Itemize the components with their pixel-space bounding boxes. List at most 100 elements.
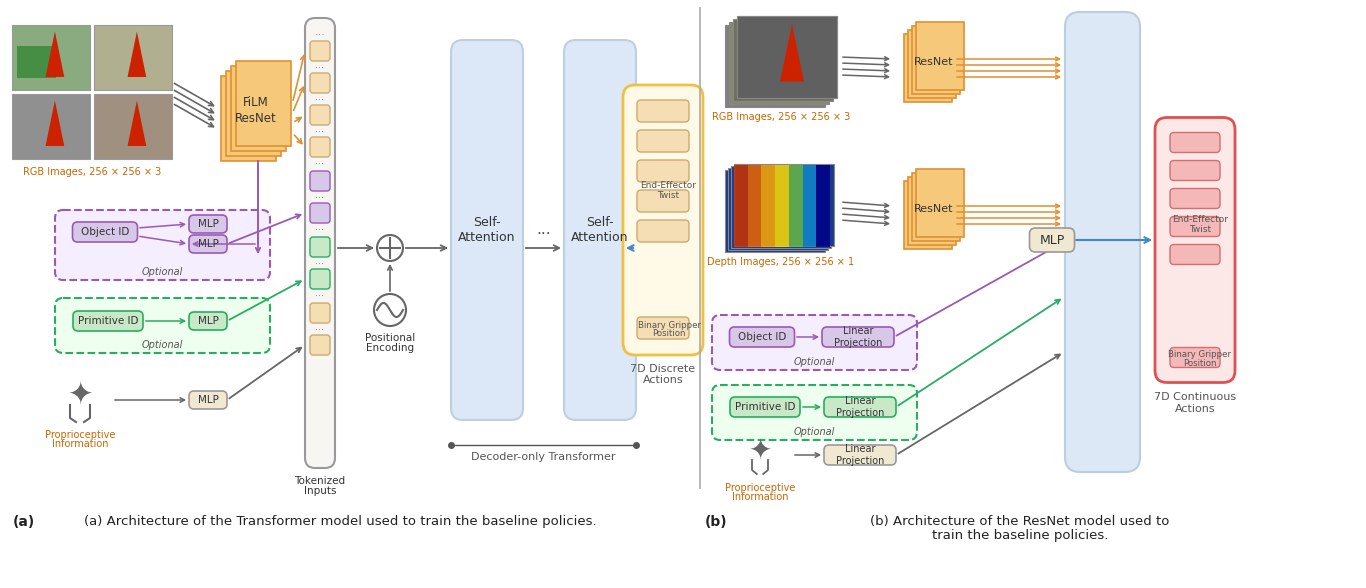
Text: Primitive ID: Primitive ID xyxy=(735,402,795,412)
Text: ...: ... xyxy=(316,124,325,134)
FancyBboxPatch shape xyxy=(637,160,688,182)
FancyBboxPatch shape xyxy=(712,315,917,370)
FancyBboxPatch shape xyxy=(917,22,964,90)
FancyBboxPatch shape xyxy=(1156,118,1235,383)
FancyBboxPatch shape xyxy=(738,16,837,98)
Text: ...: ... xyxy=(316,156,325,166)
Text: Depth Images, 256 × 256 × 1: Depth Images, 256 × 256 × 1 xyxy=(708,257,855,267)
Text: ResNet: ResNet xyxy=(914,204,953,214)
FancyBboxPatch shape xyxy=(94,25,172,90)
FancyBboxPatch shape xyxy=(225,71,280,155)
FancyBboxPatch shape xyxy=(1030,228,1075,252)
FancyBboxPatch shape xyxy=(310,335,331,355)
Text: (b): (b) xyxy=(705,515,728,529)
Text: ✦: ✦ xyxy=(749,436,772,464)
FancyBboxPatch shape xyxy=(822,327,893,347)
Text: Position: Position xyxy=(652,329,686,339)
Polygon shape xyxy=(127,32,146,77)
FancyBboxPatch shape xyxy=(824,397,896,417)
Polygon shape xyxy=(45,101,64,146)
Text: Linear
Projection: Linear Projection xyxy=(836,444,884,466)
FancyBboxPatch shape xyxy=(1171,245,1220,265)
FancyBboxPatch shape xyxy=(824,445,896,465)
FancyBboxPatch shape xyxy=(637,130,688,152)
FancyBboxPatch shape xyxy=(310,137,331,157)
FancyBboxPatch shape xyxy=(189,215,227,233)
Text: ...: ... xyxy=(316,190,325,200)
Text: RGB Images, 256 × 256 × 3: RGB Images, 256 × 256 × 3 xyxy=(23,167,161,177)
Text: Optional: Optional xyxy=(794,427,835,437)
Text: Binary Gripper: Binary Gripper xyxy=(1168,350,1232,359)
FancyBboxPatch shape xyxy=(305,18,335,468)
Text: Position: Position xyxy=(1183,359,1217,368)
Text: Information: Information xyxy=(52,439,108,449)
FancyBboxPatch shape xyxy=(189,235,227,253)
FancyBboxPatch shape xyxy=(310,203,331,223)
FancyBboxPatch shape xyxy=(904,181,952,249)
FancyBboxPatch shape xyxy=(55,210,270,280)
Polygon shape xyxy=(45,32,64,77)
Text: Optional: Optional xyxy=(142,267,183,277)
Text: ResNet: ResNet xyxy=(914,57,953,67)
FancyBboxPatch shape xyxy=(1171,161,1220,181)
FancyBboxPatch shape xyxy=(908,30,956,98)
FancyBboxPatch shape xyxy=(734,19,833,101)
FancyBboxPatch shape xyxy=(803,165,817,247)
Text: Proprioceptive: Proprioceptive xyxy=(725,483,795,493)
Text: Inputs: Inputs xyxy=(303,486,336,496)
FancyBboxPatch shape xyxy=(451,40,523,420)
Text: Tokenized: Tokenized xyxy=(295,476,346,486)
Text: ...: ... xyxy=(316,288,325,298)
FancyBboxPatch shape xyxy=(72,222,138,242)
FancyBboxPatch shape xyxy=(728,168,828,250)
Text: Self-
Attention: Self- Attention xyxy=(571,216,628,244)
FancyBboxPatch shape xyxy=(904,34,952,102)
Text: Twist: Twist xyxy=(1188,226,1212,235)
FancyBboxPatch shape xyxy=(917,169,964,237)
Text: ...: ... xyxy=(537,222,550,238)
Text: Positional: Positional xyxy=(365,333,415,343)
FancyBboxPatch shape xyxy=(310,171,331,191)
FancyBboxPatch shape xyxy=(1171,132,1220,152)
FancyBboxPatch shape xyxy=(1171,189,1220,209)
Text: MLP: MLP xyxy=(1040,233,1064,246)
FancyBboxPatch shape xyxy=(775,165,788,247)
Text: End-Effector: End-Effector xyxy=(1172,215,1228,225)
Text: End-Effector: End-Effector xyxy=(641,181,697,189)
FancyBboxPatch shape xyxy=(729,22,829,104)
Text: (a): (a) xyxy=(14,515,36,529)
FancyBboxPatch shape xyxy=(16,46,56,78)
FancyBboxPatch shape xyxy=(637,317,688,339)
FancyBboxPatch shape xyxy=(637,190,688,212)
FancyBboxPatch shape xyxy=(72,311,143,331)
Text: 7D Continuous: 7D Continuous xyxy=(1154,392,1236,402)
Text: ✦: ✦ xyxy=(67,380,93,409)
FancyBboxPatch shape xyxy=(729,397,800,417)
FancyBboxPatch shape xyxy=(725,170,825,252)
Text: Proprioceptive: Proprioceptive xyxy=(45,430,115,440)
FancyBboxPatch shape xyxy=(747,165,761,247)
Text: ...: ... xyxy=(316,92,325,102)
Text: ...: ... xyxy=(314,27,325,37)
FancyBboxPatch shape xyxy=(94,94,172,159)
FancyBboxPatch shape xyxy=(220,75,276,161)
Text: ...: ... xyxy=(316,256,325,266)
Text: train the baseline policies.: train the baseline policies. xyxy=(932,530,1108,543)
Text: Primitive ID: Primitive ID xyxy=(78,316,138,326)
FancyBboxPatch shape xyxy=(908,177,956,245)
Text: Information: Information xyxy=(732,492,788,502)
FancyBboxPatch shape xyxy=(788,165,803,247)
FancyBboxPatch shape xyxy=(564,40,637,420)
Text: ...: ... xyxy=(316,322,325,332)
FancyBboxPatch shape xyxy=(310,303,331,323)
FancyBboxPatch shape xyxy=(817,165,831,247)
FancyBboxPatch shape xyxy=(729,327,795,347)
FancyBboxPatch shape xyxy=(738,16,837,98)
Text: ...: ... xyxy=(316,222,325,232)
Text: Linear
Projection: Linear Projection xyxy=(836,396,884,418)
FancyBboxPatch shape xyxy=(912,26,960,94)
FancyBboxPatch shape xyxy=(761,165,775,247)
Text: (a) Architecture of the Transformer model used to train the baseline policies.: (a) Architecture of the Transformer mode… xyxy=(83,516,597,529)
Text: Decoder-only Transformer: Decoder-only Transformer xyxy=(471,452,616,462)
FancyBboxPatch shape xyxy=(734,165,747,247)
